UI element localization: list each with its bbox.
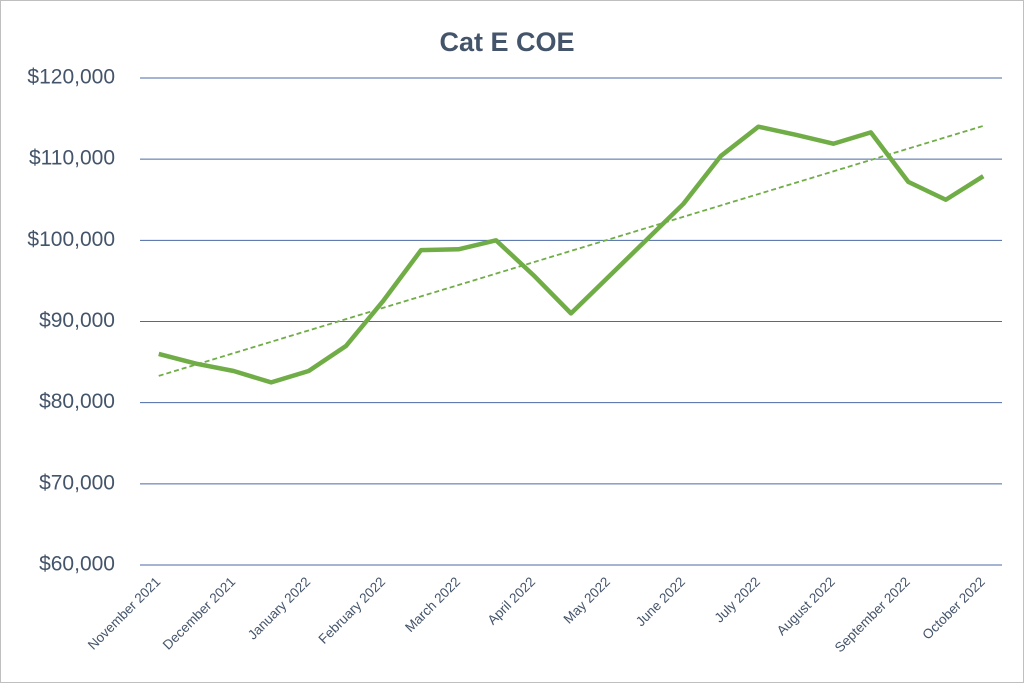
y-tick-label: $120,000 — [27, 66, 115, 89]
y-tick-label: $60,000 — [39, 553, 115, 576]
y-tick-label: $70,000 — [39, 471, 115, 494]
y-tick-label: $80,000 — [39, 390, 115, 413]
data-line — [158, 124, 985, 385]
chart-title: Cat E COE — [439, 27, 574, 57]
y-tick-label: $90,000 — [39, 309, 115, 332]
y-tick-label: $110,000 — [29, 147, 115, 170]
y-tick-label: $100,000 — [27, 228, 115, 251]
